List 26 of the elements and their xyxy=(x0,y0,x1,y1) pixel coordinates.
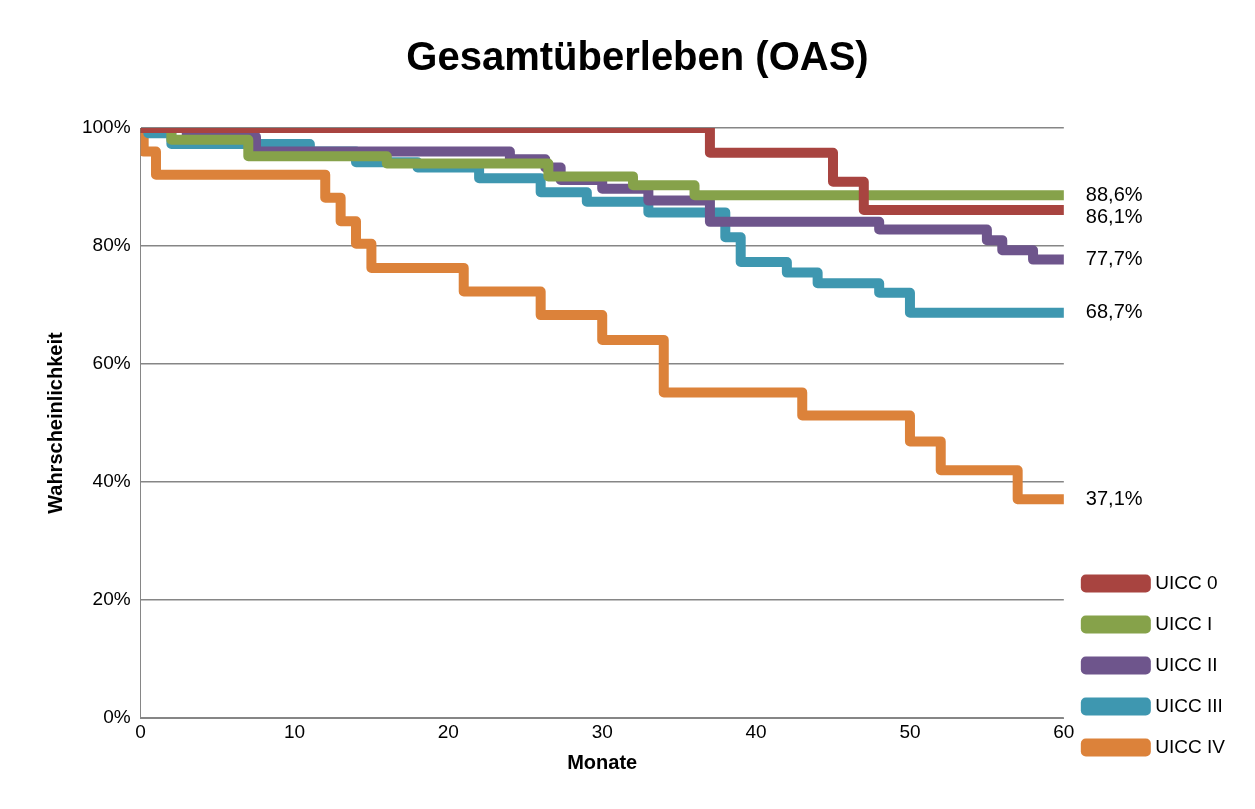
y-tick-label: 20% xyxy=(92,588,131,610)
legend-label: UICC IV xyxy=(1155,735,1226,757)
x-tick-label: 50 xyxy=(899,720,921,742)
y-tick-label: 100% xyxy=(81,116,131,138)
data-label: 37,1% xyxy=(1085,486,1143,509)
data-label: 86,1% xyxy=(1085,204,1143,227)
x-tick-label: 0 xyxy=(135,720,146,742)
legend-label: UICC I xyxy=(1155,612,1213,634)
x-tick-label: 10 xyxy=(283,720,306,742)
x-tick-label: 40 xyxy=(745,720,767,742)
legend-label: UICC 0 xyxy=(1155,571,1218,593)
data-label: 68,7% xyxy=(1085,300,1143,323)
x-tick-label: 60 xyxy=(1053,720,1075,742)
y-axis-title: Wahrscheinlichkeit xyxy=(43,332,66,514)
y-tick-label: 0% xyxy=(103,706,131,728)
legend-label: UICC II xyxy=(1155,653,1218,675)
y-tick-label: 80% xyxy=(92,234,131,256)
data-label: 88,6% xyxy=(1085,182,1143,205)
data-label: 77,7% xyxy=(1085,247,1143,270)
y-tick-label: 40% xyxy=(92,470,131,492)
y-tick-label: 60% xyxy=(92,352,131,374)
x-tick-label: 30 xyxy=(591,720,613,742)
x-axis-title: Monate xyxy=(567,750,638,773)
chart-title: Gesamtüberleben (OAS) xyxy=(406,34,869,79)
legend-label: UICC III xyxy=(1155,694,1223,716)
x-tick-label: 20 xyxy=(437,720,459,742)
